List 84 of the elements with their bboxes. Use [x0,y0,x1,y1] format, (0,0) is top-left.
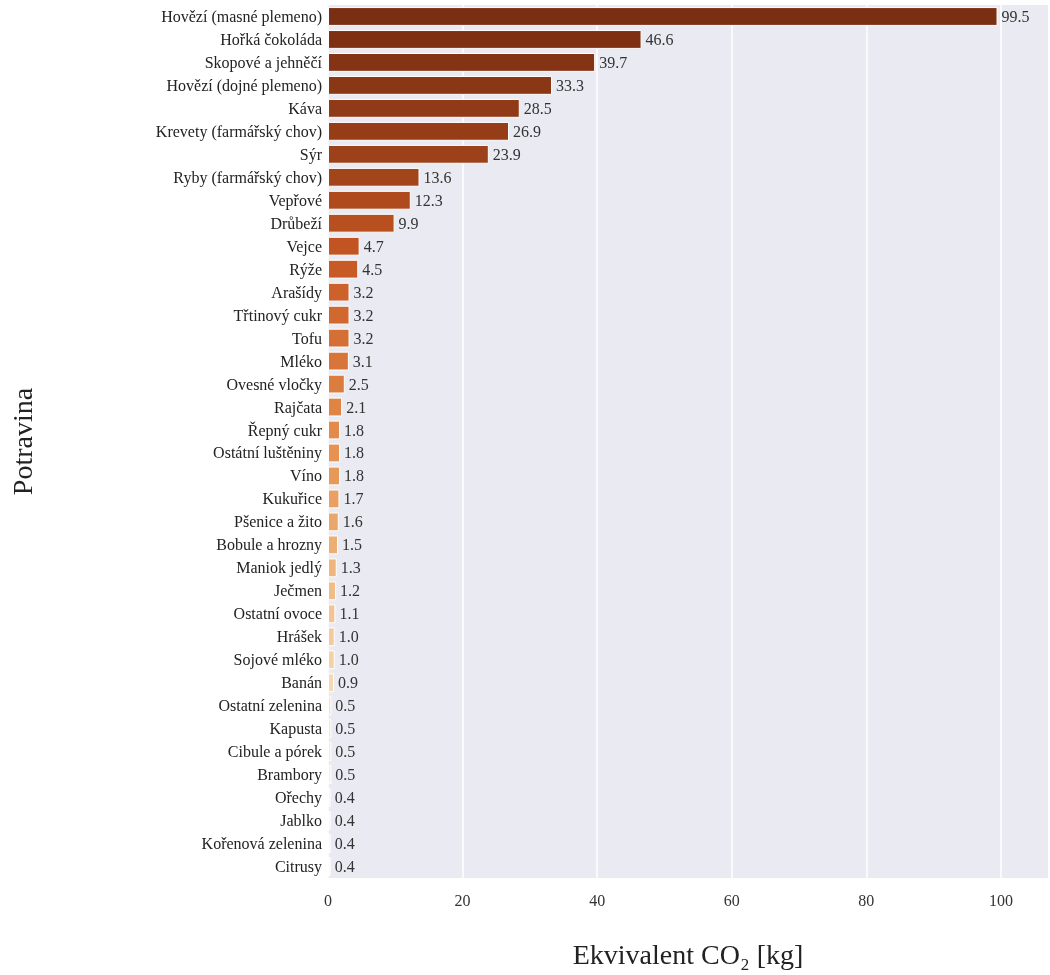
x-tick-label: 0 [324,891,332,909]
data-label: 1.0 [338,651,359,669]
y-tick-label: Hrášek [276,628,322,646]
data-label: 1.0 [338,628,359,646]
y-tick-label: Káva [288,99,322,117]
data-label: 26.9 [513,122,542,140]
y-tick-label: Kapusta [269,720,322,739]
y-tick-label: Ostatní ovoce [233,605,322,623]
y-tick-label: Rýže [289,260,322,279]
x-tick-label: 40 [589,891,606,909]
data-label: 1.8 [344,467,365,485]
x-tick-label: 60 [723,891,740,909]
y-tick-label: Skopové a jehněčí [204,53,323,72]
data-label: 1.7 [343,490,364,508]
data-label: 1.2 [340,582,361,600]
y-tick-label: Ostátní luštěniny [213,444,322,463]
x-tick-label: 100 [988,891,1013,909]
data-label: 46.6 [645,30,674,48]
y-tick-label: Maniok jedlý [236,559,322,578]
y-tick-label: Ořechy [274,789,322,808]
data-label: 0.4 [334,812,355,830]
y-tick-label: Řepný cukr [247,420,323,440]
y-tick-label: Krevety (farmářský chov) [155,122,322,141]
data-label: 1.1 [339,605,360,623]
y-tick-label: Ryby (farmářský chov) [173,168,322,187]
data-label: 3.2 [353,306,374,324]
data-label: 0.5 [335,766,356,784]
data-label: 0.9 [338,674,359,692]
y-tick-label: Hovězí (masné plemeno) [161,7,322,26]
y-tick-label: Jablko [280,812,322,830]
y-tick-label: Ovesné vločky [226,375,322,394]
y-tick-label: Sojové mléko [233,651,322,670]
data-label: 33.3 [556,76,585,94]
y-tick-label: Ječmen [274,582,322,600]
y-tick-label: Ostatní zelenina [218,697,322,715]
data-label: 12.3 [414,191,443,209]
data-label: 28.5 [523,99,552,117]
data-label: 1.6 [342,513,363,531]
data-label: 0.4 [334,858,355,876]
data-label: 3.1 [352,352,373,370]
data-label: 23.9 [492,145,521,163]
data-label: 2.5 [348,375,369,393]
y-tick-label: Mléko [280,352,322,370]
x-tick-label: 80 [858,891,875,909]
data-label: 13.6 [423,168,452,186]
y-tick-label: Tofu [292,329,322,347]
y-axis-title: Potravina [6,387,38,496]
data-label: 0.5 [335,697,356,715]
y-tick-label: Banán [281,674,322,692]
y-tick-label: Brambory [257,766,322,785]
data-label: 0.4 [334,789,355,807]
data-label: 4.5 [362,260,383,278]
y-tick-label: Víno [290,467,322,485]
y-tick-label: Pšenice a žito [234,513,322,531]
x-axis-title: Ekvivalent CO₂ [kg] [572,938,804,970]
data-label: 3.2 [353,329,374,347]
y-tick-label: Hovězí (dojné plemeno) [166,76,322,95]
y-tick-label: Kořenová zelenina [201,835,322,853]
y-tick-label: Kukuřice [262,490,322,508]
data-label: 4.7 [363,237,384,255]
data-label: 0.4 [334,835,355,853]
y-tick-label: Rajčata [274,398,322,417]
y-tick-label: Arašídy [271,283,322,302]
data-label: 1.8 [344,421,365,439]
y-tick-label: Vepřové [268,191,322,210]
data-label: 1.5 [342,536,363,554]
data-label: 99.5 [1001,7,1030,25]
y-tick-label: Vejce [286,237,322,256]
data-label: 2.1 [346,398,367,416]
y-tick-label: Citrusy [274,858,322,877]
y-tick-label: Hořká čokoláda [220,30,322,48]
data-label: 1.8 [344,444,365,462]
y-tick-label: Cibule a pórek [227,743,322,762]
data-label: 1.3 [340,559,361,577]
data-label: 39.7 [599,53,628,71]
data-label: 3.2 [353,283,374,301]
y-tick-label: Sýr [299,145,323,164]
y-tick-label: Třtinový cukr [233,306,323,325]
data-label: 0.5 [335,720,356,738]
data-label: 0.5 [335,743,356,761]
x-tick-label: 20 [454,891,471,909]
y-tick-label: Drůbeží [270,214,323,232]
data-label: 9.9 [398,214,419,232]
y-tick-label: Bobule a hrozny [216,536,322,555]
